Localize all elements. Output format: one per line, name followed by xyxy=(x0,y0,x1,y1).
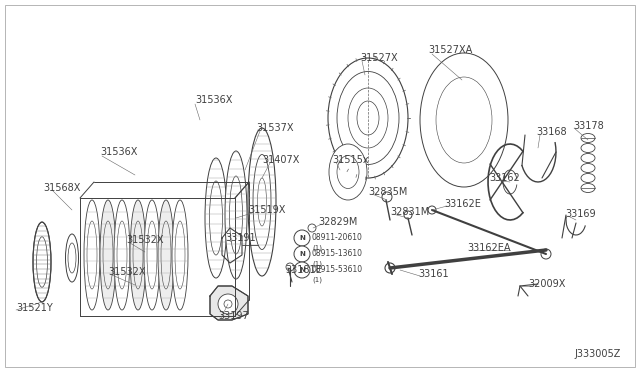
Ellipse shape xyxy=(158,200,174,310)
Text: 32009X: 32009X xyxy=(528,279,565,289)
Text: J333005Z: J333005Z xyxy=(574,349,620,359)
Text: 33169: 33169 xyxy=(565,209,596,219)
Circle shape xyxy=(294,246,310,262)
Text: 31407X: 31407X xyxy=(262,155,300,165)
Text: 32829M: 32829M xyxy=(318,217,357,227)
Circle shape xyxy=(308,224,316,232)
Ellipse shape xyxy=(144,200,160,310)
Text: 32831M: 32831M xyxy=(390,207,429,217)
Ellipse shape xyxy=(172,200,188,310)
Text: (1): (1) xyxy=(312,245,322,251)
Text: N: N xyxy=(299,267,305,273)
Polygon shape xyxy=(210,286,248,320)
Text: 08915-13610: 08915-13610 xyxy=(312,250,363,259)
Circle shape xyxy=(541,249,551,259)
Ellipse shape xyxy=(84,200,100,310)
Ellipse shape xyxy=(248,128,276,276)
Text: 31536X: 31536X xyxy=(100,147,138,157)
Text: 33191: 33191 xyxy=(225,233,255,243)
Text: 31532X: 31532X xyxy=(108,267,145,277)
Ellipse shape xyxy=(225,151,247,279)
Text: 31521Y: 31521Y xyxy=(16,303,52,313)
Text: 33168: 33168 xyxy=(536,127,566,137)
Text: 33181E: 33181E xyxy=(285,265,322,275)
Text: 31536X: 31536X xyxy=(195,95,232,105)
Text: 33162: 33162 xyxy=(489,173,520,183)
Text: N: N xyxy=(299,235,305,241)
Circle shape xyxy=(218,294,238,314)
Circle shape xyxy=(294,230,310,246)
Text: 33161: 33161 xyxy=(418,269,449,279)
Text: 33162EA: 33162EA xyxy=(467,243,511,253)
Ellipse shape xyxy=(205,158,227,278)
Text: 33162E: 33162E xyxy=(444,199,481,209)
Text: (1): (1) xyxy=(312,277,322,283)
Text: (1): (1) xyxy=(312,261,322,267)
Ellipse shape xyxy=(420,53,508,187)
Ellipse shape xyxy=(130,200,146,310)
Text: 08915-53610: 08915-53610 xyxy=(312,266,363,275)
Circle shape xyxy=(294,262,310,278)
Text: 31537X: 31537X xyxy=(256,123,294,133)
Text: 08911-20610: 08911-20610 xyxy=(312,234,363,243)
Ellipse shape xyxy=(33,222,51,302)
Text: 33197: 33197 xyxy=(218,311,249,321)
Text: N: N xyxy=(299,251,305,257)
Text: 31532X: 31532X xyxy=(126,235,163,245)
Text: 32835M: 32835M xyxy=(368,187,408,197)
Circle shape xyxy=(286,263,294,271)
Circle shape xyxy=(404,211,412,219)
Circle shape xyxy=(385,263,395,273)
Ellipse shape xyxy=(329,144,367,200)
Ellipse shape xyxy=(328,58,408,178)
Text: 31568X: 31568X xyxy=(43,183,81,193)
Circle shape xyxy=(428,206,436,214)
Text: 31527X: 31527X xyxy=(360,53,397,63)
Text: 31519X: 31519X xyxy=(248,205,285,215)
Text: 31515x: 31515x xyxy=(332,155,369,165)
Ellipse shape xyxy=(114,200,130,310)
Text: 33178: 33178 xyxy=(573,121,604,131)
Circle shape xyxy=(382,192,392,202)
Ellipse shape xyxy=(100,200,116,310)
Text: 31527XA: 31527XA xyxy=(428,45,472,55)
